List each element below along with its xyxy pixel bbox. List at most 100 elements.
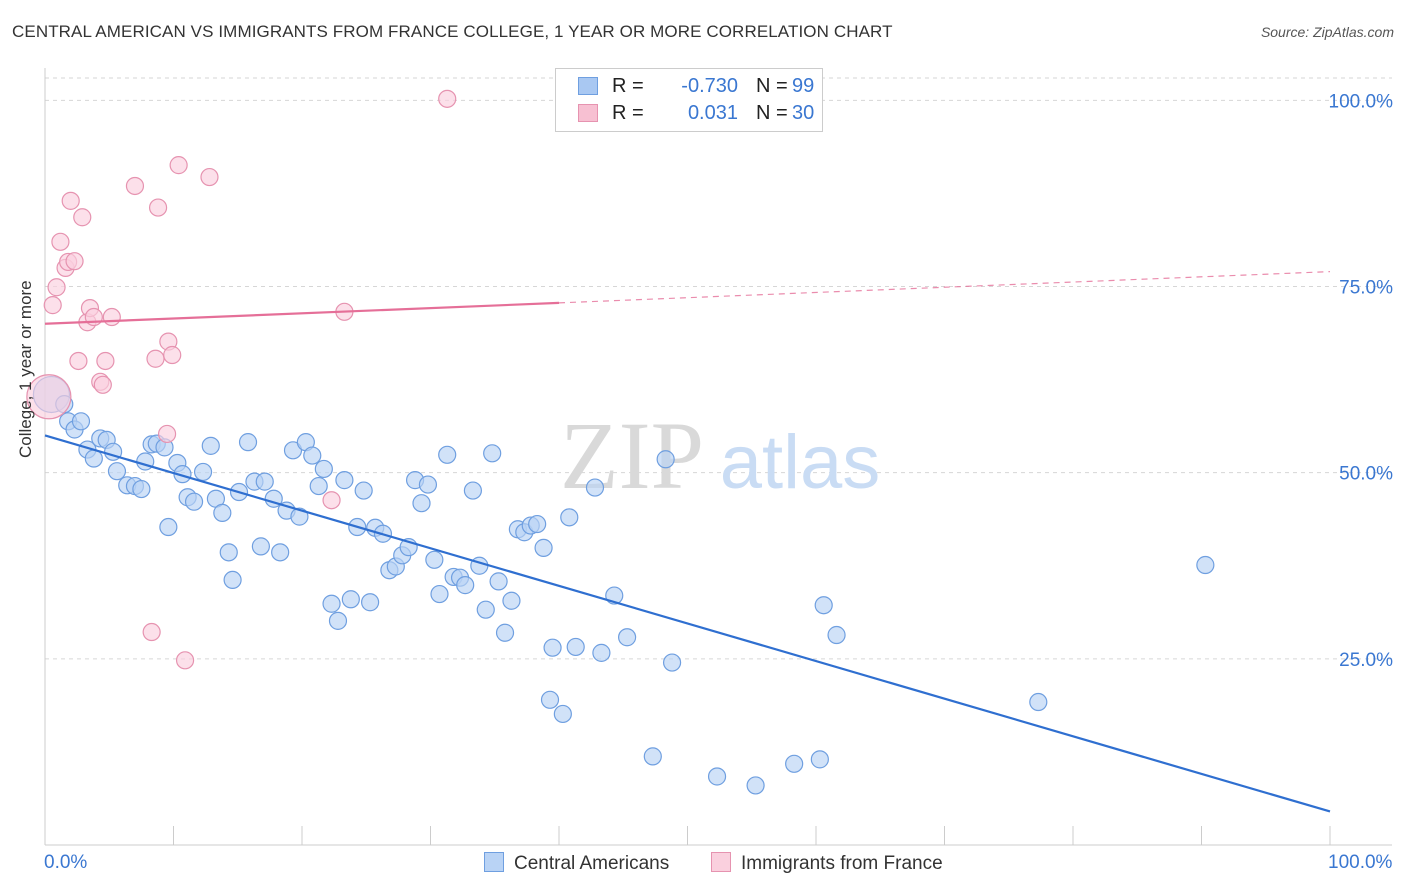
legend-swatch-blue <box>484 852 504 872</box>
r-label: R = <box>612 75 644 97</box>
point-central-americans <box>566 637 585 657</box>
point-central-americans <box>219 543 238 562</box>
point-central-americans <box>418 475 438 494</box>
correlation-legend: R = -0.730 N = 99 R = 0.031 N = 30 <box>555 68 823 132</box>
point-immigrants-from-france <box>200 167 219 187</box>
point-central-americans <box>425 550 444 569</box>
point-central-americans <box>335 471 354 490</box>
point-central-americans <box>438 445 457 464</box>
point-immigrants-from-france <box>73 208 92 227</box>
r-value: -0.730 <box>681 75 738 97</box>
point-immigrants-from-france <box>65 252 84 271</box>
point-immigrants-from-france <box>169 156 188 175</box>
point-immigrants-from-france <box>26 374 72 420</box>
n-label: N = <box>756 75 788 97</box>
trend-lines <box>44 271 1331 813</box>
point-central-americans <box>283 441 303 460</box>
n-label: N = <box>756 102 788 124</box>
point-central-americans <box>643 747 662 766</box>
point-central-americans <box>255 472 274 491</box>
x-axis-min-label: 0.0% <box>44 852 88 873</box>
point-central-americans <box>184 492 204 511</box>
point-central-americans <box>341 590 360 609</box>
point-central-americans <box>361 593 380 612</box>
point-central-americans <box>656 450 675 469</box>
point-immigrants-from-france <box>96 351 115 371</box>
point-immigrants-from-france <box>102 307 121 327</box>
r-value: 0.031 <box>687 102 738 124</box>
point-central-americans <box>193 462 213 482</box>
point-immigrants-from-france <box>125 176 145 196</box>
legend-swatch-pink <box>711 852 731 872</box>
legend-swatch-pink <box>578 104 598 122</box>
trend-line-immigrants-from-france <box>44 301 560 325</box>
point-central-americans <box>238 433 258 452</box>
point-central-americans <box>495 623 515 642</box>
trend-line-central-americans <box>44 434 1331 813</box>
point-central-americans <box>290 507 309 526</box>
point-central-americans <box>528 514 547 534</box>
x-axis-max-label: 100.0% <box>1328 852 1393 873</box>
r-label: R = <box>612 102 644 124</box>
legend-item-immigrants-from-france: Immigrants from France <box>711 852 943 875</box>
y-tick-label: 75.0% <box>1339 278 1393 299</box>
point-central-americans <box>553 704 572 724</box>
point-immigrants-from-france <box>157 424 177 444</box>
point-central-americans <box>560 508 579 527</box>
point-central-americans <box>483 444 502 463</box>
point-central-americans <box>746 776 765 795</box>
n-value: 99 <box>792 75 815 97</box>
point-central-americans <box>534 538 553 557</box>
legend-item-central-americans: Central Americans <box>484 852 669 875</box>
point-central-americans <box>314 459 333 479</box>
point-central-americans <box>662 653 682 672</box>
point-immigrants-from-france <box>61 191 80 210</box>
point-central-americans <box>502 591 521 610</box>
y-tick-labels: 25.0% 50.0% 75.0% 100.0% <box>1329 91 1394 670</box>
gridlines <box>45 77 1392 660</box>
point-immigrants-from-france <box>322 491 341 510</box>
point-central-americans <box>71 412 91 431</box>
legend-label: Immigrants from France <box>741 853 943 874</box>
data-points <box>26 89 1215 795</box>
axes <box>44 68 1392 846</box>
n-value: 30 <box>792 102 815 124</box>
point-central-americans <box>430 584 449 604</box>
point-central-americans <box>159 517 178 537</box>
point-central-americans <box>1196 555 1215 575</box>
point-central-americans <box>201 436 220 455</box>
point-central-americans <box>810 750 829 769</box>
point-central-americans <box>463 481 483 500</box>
point-central-americans <box>476 600 495 619</box>
point-central-americans <box>223 570 242 590</box>
point-central-americans <box>592 643 611 662</box>
point-central-americans <box>785 754 804 773</box>
point-central-americans <box>132 479 151 499</box>
source-note: Source: ZipAtlas.com <box>1260 24 1394 40</box>
point-central-americans <box>585 478 605 497</box>
point-immigrants-from-france <box>142 622 161 642</box>
point-immigrants-from-france <box>51 232 70 251</box>
trend-line-immigrants-from-france-dashed <box>558 271 1331 304</box>
watermark-zip: ZIP <box>560 402 704 509</box>
point-central-americans <box>618 628 637 647</box>
point-central-americans <box>412 494 431 513</box>
point-immigrants-from-france <box>163 345 182 365</box>
point-central-americans <box>107 462 127 481</box>
point-central-americans <box>489 572 508 591</box>
point-central-americans <box>213 503 232 522</box>
point-central-americans <box>814 596 833 615</box>
point-central-americans <box>251 537 270 556</box>
point-immigrants-from-france <box>148 198 168 217</box>
y-tick-label: 50.0% <box>1339 464 1393 485</box>
point-immigrants-from-france <box>175 651 195 670</box>
point-immigrants-from-france <box>438 89 457 108</box>
point-immigrants-from-france <box>93 375 112 394</box>
point-central-americans <box>354 481 373 500</box>
point-central-americans <box>707 767 727 786</box>
watermark-atlas: atlas <box>720 420 881 505</box>
point-central-americans <box>1029 692 1048 712</box>
point-central-americans <box>328 611 348 630</box>
y-tick-label: 100.0% <box>1329 91 1394 112</box>
